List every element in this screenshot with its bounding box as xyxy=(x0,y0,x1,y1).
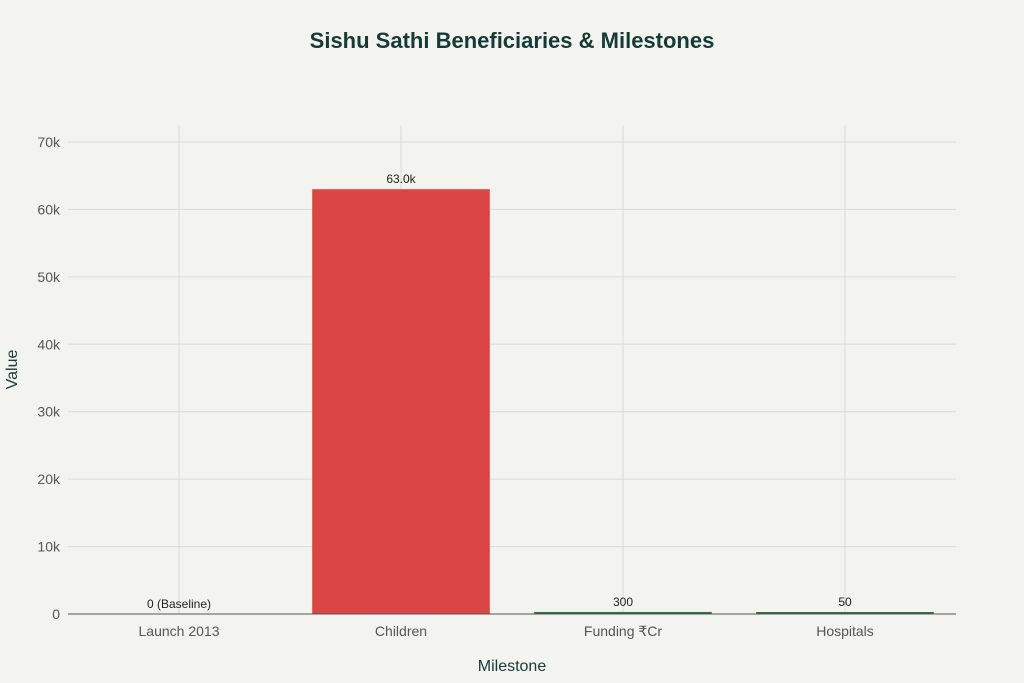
x-axis-ticks: Launch 2013 Children Funding ₹Cr Hospitals xyxy=(139,623,874,639)
x-tick-label: Launch 2013 xyxy=(139,623,220,639)
bar xyxy=(312,189,490,614)
bars xyxy=(312,189,934,614)
data-label: 300 xyxy=(613,595,633,609)
chart-title: Sishu Sathi Beneficiaries & Milestones xyxy=(309,28,715,53)
y-axis-title: Value xyxy=(4,350,21,390)
y-tick-label: 20k xyxy=(37,471,61,487)
grid-lines xyxy=(68,125,956,614)
data-label: 50 xyxy=(838,595,852,609)
x-axis-title: Milestone xyxy=(478,658,547,675)
y-tick-label: 50k xyxy=(37,269,61,285)
data-labels: 0 (Baseline) 63.0k 300 50 xyxy=(147,172,852,611)
y-tick-label: 60k xyxy=(37,201,61,217)
x-tick-label: Funding ₹Cr xyxy=(584,623,663,639)
y-tick-label: 30k xyxy=(37,404,61,420)
y-tick-label: 10k xyxy=(37,539,61,555)
data-label: 0 (Baseline) xyxy=(147,597,211,611)
y-axis-ticks: 0 10k 20k 30k 40k 50k 60k 70k xyxy=(37,134,61,622)
y-tick-label: 70k xyxy=(37,134,61,150)
x-tick-label: Hospitals xyxy=(816,623,874,639)
bar xyxy=(756,612,934,614)
y-tick-label: 40k xyxy=(37,336,61,352)
y-tick-label: 0 xyxy=(52,606,60,622)
data-label: 63.0k xyxy=(386,172,416,186)
x-tick-label: Children xyxy=(375,623,427,639)
bar xyxy=(534,611,712,614)
